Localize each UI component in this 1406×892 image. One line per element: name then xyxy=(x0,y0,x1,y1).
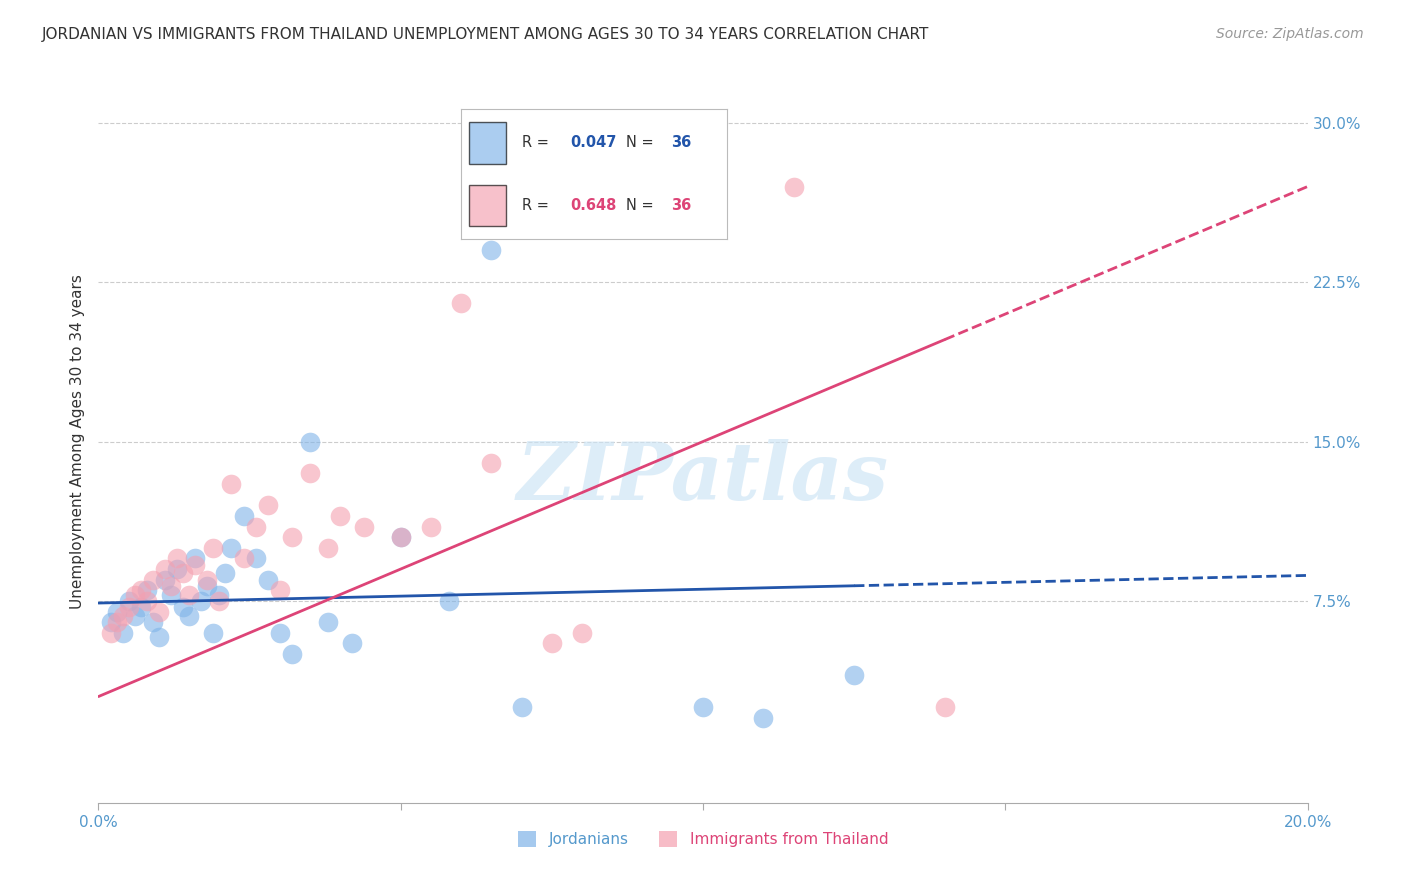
Point xyxy=(510,700,533,714)
Point xyxy=(437,594,460,608)
Point xyxy=(184,558,207,572)
Point xyxy=(118,594,141,608)
Point xyxy=(111,608,134,623)
Text: Source: ZipAtlas.com: Source: ZipAtlas.com xyxy=(1216,27,1364,41)
Point xyxy=(316,615,339,630)
Point xyxy=(245,551,267,566)
Point xyxy=(195,573,218,587)
Point xyxy=(256,498,278,512)
Point xyxy=(481,456,503,470)
Point xyxy=(179,608,201,623)
Point xyxy=(256,573,278,587)
Point xyxy=(166,562,188,576)
Point xyxy=(129,600,152,615)
Point xyxy=(752,711,775,725)
Point xyxy=(190,594,212,608)
Point xyxy=(172,600,194,615)
Point xyxy=(389,530,412,544)
Point xyxy=(208,588,231,602)
Point xyxy=(232,508,254,523)
Point xyxy=(221,541,243,555)
Legend: Jordanians, Immigrants from Thailand: Jordanians, Immigrants from Thailand xyxy=(512,825,894,853)
Point xyxy=(420,519,443,533)
Point xyxy=(214,566,236,581)
Point xyxy=(153,573,176,587)
Point xyxy=(100,625,122,640)
Point xyxy=(783,179,806,194)
Point xyxy=(172,566,194,581)
Point xyxy=(135,583,157,598)
Point xyxy=(299,434,322,449)
Text: JORDANIAN VS IMMIGRANTS FROM THAILAND UNEMPLOYMENT AMONG AGES 30 TO 34 YEARS COR: JORDANIAN VS IMMIGRANTS FROM THAILAND UN… xyxy=(42,27,929,42)
Point xyxy=(571,625,593,640)
Point xyxy=(142,615,165,630)
Point xyxy=(129,583,152,598)
Point xyxy=(692,700,714,714)
Point xyxy=(195,579,218,593)
Point xyxy=(540,636,562,650)
Point xyxy=(221,477,243,491)
Point xyxy=(316,541,339,555)
Point xyxy=(166,551,188,566)
Point xyxy=(179,588,201,602)
Point xyxy=(160,579,183,593)
Point xyxy=(245,519,267,533)
Point xyxy=(281,647,304,661)
Point xyxy=(111,625,134,640)
Point xyxy=(232,551,254,566)
Point xyxy=(450,296,472,310)
Point xyxy=(105,615,128,630)
Point xyxy=(153,562,176,576)
Point xyxy=(148,630,170,644)
Point xyxy=(342,636,364,650)
Point xyxy=(148,605,170,619)
Point xyxy=(142,573,165,587)
Point xyxy=(269,625,291,640)
Point xyxy=(124,588,146,602)
Point xyxy=(299,467,322,481)
Point xyxy=(281,530,304,544)
Point xyxy=(135,594,157,608)
Point xyxy=(184,551,207,566)
Point xyxy=(844,668,866,682)
Point xyxy=(269,583,291,598)
Text: ZIPatlas: ZIPatlas xyxy=(517,439,889,516)
Point xyxy=(934,700,956,714)
Point xyxy=(105,605,128,619)
Point xyxy=(202,541,225,555)
Y-axis label: Unemployment Among Ages 30 to 34 years: Unemployment Among Ages 30 to 34 years xyxy=(69,274,84,609)
Point xyxy=(389,530,412,544)
Point xyxy=(481,244,503,258)
Point xyxy=(208,594,231,608)
Point xyxy=(124,608,146,623)
Point xyxy=(100,615,122,630)
Point xyxy=(329,508,352,523)
Point xyxy=(160,588,183,602)
Point xyxy=(353,519,375,533)
Point xyxy=(202,625,225,640)
Point xyxy=(118,600,141,615)
